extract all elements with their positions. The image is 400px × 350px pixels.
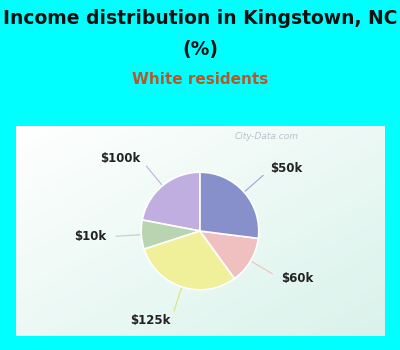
Text: $10k: $10k (74, 230, 106, 243)
Wedge shape (142, 172, 200, 231)
Text: $50k: $50k (270, 162, 303, 175)
Wedge shape (141, 220, 200, 249)
Text: Income distribution in Kingstown, NC: Income distribution in Kingstown, NC (3, 9, 397, 28)
Wedge shape (200, 231, 258, 279)
Text: (%): (%) (182, 40, 218, 59)
Text: $125k: $125k (130, 314, 171, 327)
Wedge shape (200, 172, 259, 238)
Text: $60k: $60k (281, 272, 313, 285)
Text: City-Data.com: City-Data.com (235, 132, 299, 141)
Wedge shape (144, 231, 234, 290)
Text: White residents: White residents (132, 72, 268, 87)
Text: $100k: $100k (100, 152, 140, 165)
